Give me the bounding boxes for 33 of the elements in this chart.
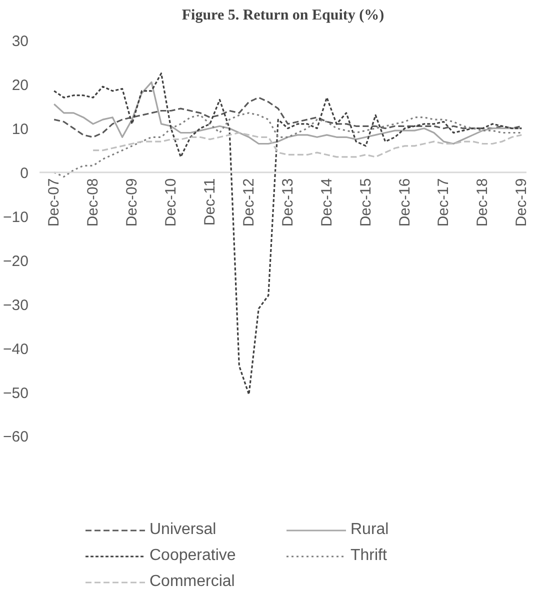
y-tick-label: −10	[3, 208, 29, 226]
y-tick-label: −60	[3, 428, 29, 446]
line-series	[53, 81, 522, 145]
x-tick-label: Dec-14	[318, 178, 336, 227]
x-tick-label: Dec-11	[201, 178, 218, 226]
x-tick-label: Dec-09	[124, 178, 141, 227]
legend-label: Commercial	[150, 573, 236, 591]
legend-label: Rural	[350, 521, 390, 539]
x-tick-label: Dec-10	[162, 178, 180, 227]
y-tick-label: −20	[3, 252, 29, 270]
y-tick-label: −40	[3, 340, 29, 358]
line-series	[53, 112, 522, 178]
y-tick-label: 10	[12, 120, 29, 138]
x-tick-label: Dec-13	[279, 178, 296, 227]
x-tick-label: Dec-07	[46, 178, 63, 227]
chart-title: Figure 5. Return on Equity (%)	[182, 8, 384, 24]
y-tick-label: 0	[20, 164, 28, 182]
legend-label: Universal	[150, 521, 218, 539]
x-tick-label: Dec-12	[240, 178, 258, 227]
x-tick-label: Dec-16	[396, 178, 414, 227]
x-tick-label: Dec-08	[84, 178, 102, 227]
legend-label: Thrift	[350, 547, 388, 565]
y-tick-label: −30	[3, 296, 29, 314]
line-series	[92, 132, 522, 158]
x-tick-label: Dec-17	[435, 178, 452, 227]
y-tick-label: 20	[12, 76, 29, 94]
line-series	[53, 96, 522, 138]
x-tick-label: Dec-19	[513, 178, 530, 227]
x-tick-label: Dec-18	[474, 178, 492, 227]
y-tick-label: 30	[12, 32, 29, 50]
x-tick-label: Dec-15	[357, 178, 374, 227]
y-tick-label: −50	[3, 384, 29, 402]
legend-label: Cooperative	[150, 547, 237, 565]
